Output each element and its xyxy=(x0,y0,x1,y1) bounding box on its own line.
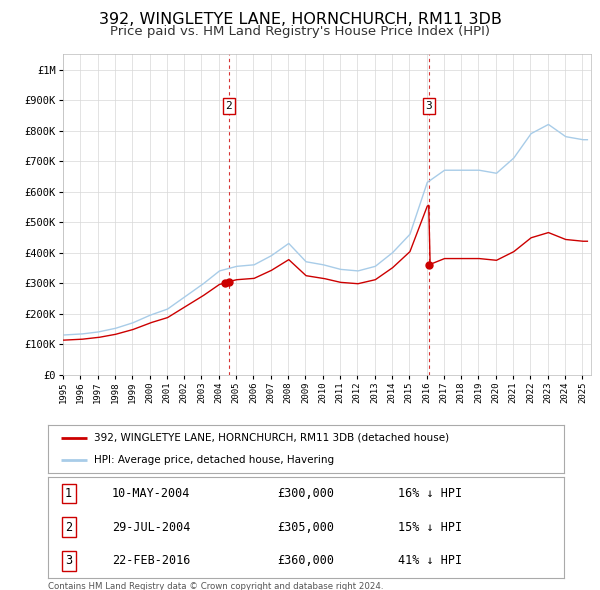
Text: 3: 3 xyxy=(65,554,72,568)
Text: £300,000: £300,000 xyxy=(277,487,335,500)
Text: 3: 3 xyxy=(425,101,433,111)
Text: 15% ↓ HPI: 15% ↓ HPI xyxy=(398,520,462,534)
Text: 392, WINGLETYE LANE, HORNCHURCH, RM11 3DB: 392, WINGLETYE LANE, HORNCHURCH, RM11 3D… xyxy=(98,12,502,27)
Text: 41% ↓ HPI: 41% ↓ HPI xyxy=(398,554,462,568)
Text: 392, WINGLETYE LANE, HORNCHURCH, RM11 3DB (detached house): 392, WINGLETYE LANE, HORNCHURCH, RM11 3D… xyxy=(94,433,449,443)
Text: 22-FEB-2016: 22-FEB-2016 xyxy=(112,554,190,568)
Text: £360,000: £360,000 xyxy=(277,554,335,568)
Text: HPI: Average price, detached house, Havering: HPI: Average price, detached house, Have… xyxy=(94,455,335,465)
Text: 16% ↓ HPI: 16% ↓ HPI xyxy=(398,487,462,500)
Text: Contains HM Land Registry data © Crown copyright and database right 2024.
This d: Contains HM Land Registry data © Crown c… xyxy=(48,582,383,590)
Text: 2: 2 xyxy=(65,520,72,534)
Text: 1: 1 xyxy=(65,487,72,500)
Text: 10-MAY-2004: 10-MAY-2004 xyxy=(112,487,190,500)
Text: Price paid vs. HM Land Registry's House Price Index (HPI): Price paid vs. HM Land Registry's House … xyxy=(110,25,490,38)
Text: £305,000: £305,000 xyxy=(277,520,335,534)
Text: 2: 2 xyxy=(225,101,232,111)
Text: 29-JUL-2004: 29-JUL-2004 xyxy=(112,520,190,534)
